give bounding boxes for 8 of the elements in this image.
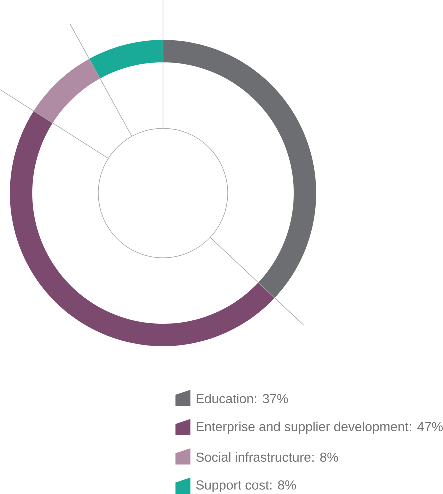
data-label: : 47% bbox=[410, 422, 443, 432]
data-label: : 8% bbox=[270, 480, 296, 490]
legend-label: Support cost bbox=[196, 480, 269, 492]
legend-label: Social infrastructure bbox=[196, 452, 311, 462]
data-label: : 8% bbox=[312, 452, 338, 462]
legend-label: Enterprise and supplier development bbox=[196, 422, 408, 434]
legend-label: Education bbox=[196, 394, 253, 404]
data-label: : 37% bbox=[255, 394, 288, 404]
